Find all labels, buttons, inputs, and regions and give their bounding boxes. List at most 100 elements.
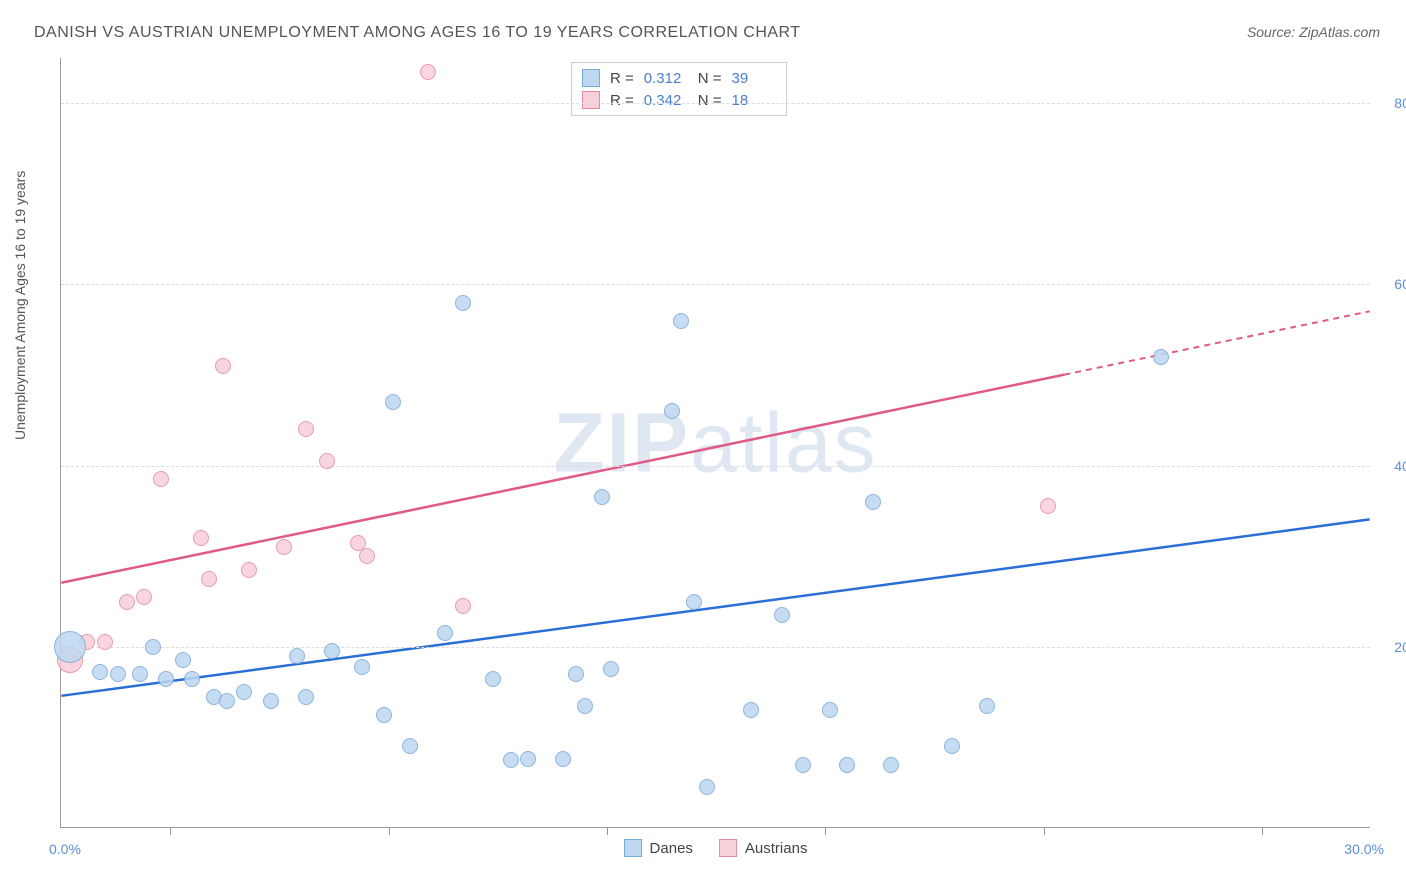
trend-line [61,519,1369,695]
data-point [158,671,174,687]
data-point [324,643,340,659]
data-point [319,453,335,469]
trend-line-extrapolated [1064,311,1369,374]
x-axis-min-label: 0.0% [49,841,81,857]
y-tick-label: 20.0% [1394,639,1406,655]
stats-box: R = 0.312 N = 39 R = 0.342 N = 18 [571,62,787,116]
series-swatch [582,91,600,109]
data-point [54,631,86,663]
data-point [201,571,217,587]
stat-n-label: N = [698,92,722,109]
data-point [354,659,370,675]
stat-r-label: R = [610,92,634,109]
data-point [92,664,108,680]
data-point [795,757,811,773]
legend-item: Danes [624,839,693,857]
gridline [61,466,1370,467]
legend-label: Austrians [745,840,808,857]
source-label: Source: ZipAtlas.com [1247,24,1380,40]
gridline [61,647,1370,648]
y-tick-label: 80.0% [1394,95,1406,111]
plot-area: ZIPatlas R =0.312N =39R =0.342N =18 0.0%… [60,58,1370,828]
data-point [276,539,292,555]
y-axis-label: Unemployment Among Ages 16 to 19 years [12,171,28,440]
stat-n-label: N = [698,70,722,87]
data-point [603,661,619,677]
data-point [774,607,790,623]
data-point [132,666,148,682]
data-point [577,698,593,714]
x-axis-max-label: 30.0% [1344,841,1384,857]
stat-r-label: R = [610,70,634,87]
data-point [673,313,689,329]
data-point [568,666,584,682]
data-point [455,295,471,311]
data-point [485,671,501,687]
data-point [175,652,191,668]
data-point [883,757,899,773]
legend: Danes Austrians [624,839,808,857]
watermark: ZIPatlas [553,394,877,491]
stat-r-value: 0.342 [644,92,688,109]
data-point [263,693,279,709]
x-tick [607,827,608,835]
x-tick [825,827,826,835]
data-point [241,562,257,578]
data-point [944,738,960,754]
series-swatch [582,69,600,87]
data-point [594,489,610,505]
data-point [184,671,200,687]
data-point [376,707,392,723]
legend-item: Austrians [719,839,808,857]
chart-title: DANISH VS AUSTRIAN UNEMPLOYMENT AMONG AG… [34,24,801,42]
data-point [136,589,152,605]
data-point [664,403,680,419]
x-tick [170,827,171,835]
series-swatch [719,839,737,857]
data-point [839,757,855,773]
stat-r-value: 0.312 [644,70,688,87]
data-point [145,639,161,655]
data-point [1153,349,1169,365]
series-swatch [624,839,642,857]
stat-n-value: 18 [732,92,776,109]
data-point [298,689,314,705]
data-point [215,358,231,374]
data-point [193,530,209,546]
data-point [298,421,314,437]
data-point [686,594,702,610]
data-point [236,684,252,700]
trend-line [61,375,1064,583]
data-point [219,693,235,709]
x-tick [1044,827,1045,835]
gridline [61,284,1370,285]
data-point [865,494,881,510]
x-tick [389,827,390,835]
x-tick [1262,827,1263,835]
data-point [555,751,571,767]
stats-row: R = 0.312 N = 39 [582,67,776,89]
data-point [420,64,436,80]
data-point [385,394,401,410]
y-tick-label: 60.0% [1394,276,1406,292]
y-tick-label: 40.0% [1394,458,1406,474]
stat-n-value: 39 [732,70,776,87]
data-point [503,752,519,768]
data-point [699,779,715,795]
trend-lines [61,58,1370,827]
data-point [289,648,305,664]
data-point [119,594,135,610]
gridline [61,103,1370,104]
data-point [359,548,375,564]
legend-label: Danes [650,840,693,857]
data-point [1040,498,1056,514]
data-point [402,738,418,754]
data-point [979,698,995,714]
data-point [97,634,113,650]
data-point [520,751,536,767]
data-point [153,471,169,487]
data-point [455,598,471,614]
data-point [743,702,759,718]
data-point [822,702,838,718]
stats-row: R = 0.342 N = 18 [582,89,776,111]
